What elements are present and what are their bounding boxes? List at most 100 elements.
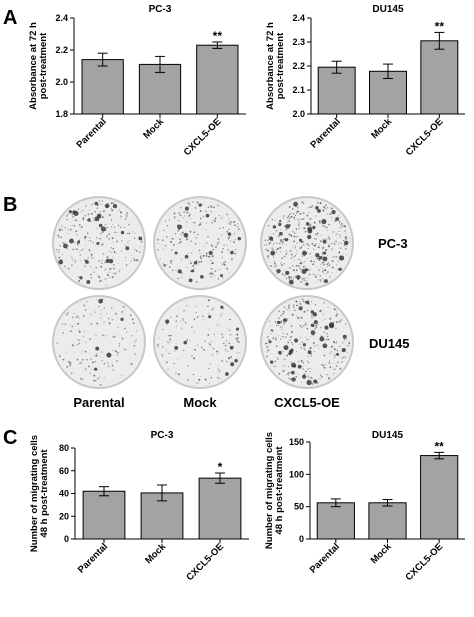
colony-dot [107, 362, 109, 364]
column-label-cxcl5-oe: CXCL5-OE [274, 395, 340, 410]
colony-dot [163, 265, 166, 267]
colony-dot [157, 249, 159, 251]
colony-dot [200, 346, 203, 349]
colony-dot [296, 236, 298, 238]
colony-dot [288, 278, 290, 280]
colony-dot [105, 335, 107, 337]
colony-dot [183, 215, 185, 217]
colony-dot [89, 338, 91, 340]
colony-dot [90, 358, 92, 360]
colony-dot [62, 253, 64, 255]
colony-dot [330, 249, 332, 251]
colony-dot [101, 216, 104, 219]
colony-dot [62, 243, 68, 249]
colony-dot [76, 358, 79, 361]
colony-dot [102, 210, 105, 213]
colony-dot [177, 269, 182, 274]
colony-dot [133, 345, 136, 347]
colony-dot [121, 240, 123, 242]
bar-parental [316, 502, 355, 540]
colony-dot [329, 359, 330, 361]
category-label: Parental [74, 116, 108, 150]
colony-dot [103, 307, 105, 309]
colony-dot [185, 321, 187, 324]
colony-dot [301, 250, 307, 256]
colony-dot [66, 247, 68, 250]
colony-dot [90, 276, 93, 279]
colony-dot [281, 242, 284, 244]
colony-dot [103, 377, 105, 379]
colony-dot [236, 333, 239, 336]
colony-dot [267, 339, 270, 341]
colony-dot [288, 276, 291, 279]
colony-dot [166, 225, 169, 227]
category-label: Mock [369, 541, 394, 566]
colony-dot [216, 323, 218, 325]
colony-dot [212, 271, 214, 273]
colony-dot [337, 313, 339, 316]
y-tick-label: 20 [59, 511, 69, 521]
colony-dot [307, 299, 309, 301]
colony-dot [338, 233, 341, 236]
colony-dot [69, 364, 72, 367]
colony-dot [280, 320, 283, 323]
colony-dot [338, 222, 340, 224]
colony-dot [65, 313, 68, 316]
colony-dot [335, 234, 337, 236]
colony-dot [85, 204, 87, 207]
colony-dot [108, 271, 110, 273]
bar-mock [368, 502, 407, 540]
colony-dot [308, 207, 310, 209]
colony-dot [273, 249, 275, 252]
colony-dot [123, 348, 126, 351]
colony-dot [297, 218, 300, 221]
colony-dot [292, 304, 294, 306]
colony-dot [310, 260, 313, 263]
colony-dot [210, 340, 212, 342]
colony-dot [209, 273, 211, 275]
colony-dot [289, 336, 292, 338]
colony-dot [205, 229, 207, 231]
colony-dot [322, 224, 324, 227]
colony-dot [128, 240, 130, 242]
colony-dot [347, 341, 349, 343]
colony-dot [227, 218, 229, 220]
colony-dot [291, 207, 294, 210]
colony-dot [271, 218, 274, 221]
colony-dot [134, 341, 136, 343]
colony-dot [170, 259, 173, 262]
colony-dot [99, 376, 102, 378]
colony-dot [322, 209, 325, 212]
colony-dot [270, 250, 276, 256]
colony-dot [319, 378, 321, 380]
colony-dot [91, 268, 93, 270]
colony-dot [311, 204, 314, 207]
colony-dot [167, 341, 169, 343]
colony-dot [307, 355, 309, 358]
colony-dot [283, 358, 286, 361]
colony-dot [92, 242, 95, 244]
colony-dot [169, 260, 172, 262]
colony-dot [61, 229, 64, 231]
colony-dot [289, 339, 291, 341]
colony-dot [84, 236, 86, 238]
colony-dot [193, 331, 196, 333]
colony-dot [223, 264, 226, 266]
colony-dot [314, 233, 317, 236]
colony-dot [207, 312, 209, 314]
colony-dot [235, 338, 238, 340]
colony-dot [87, 218, 91, 222]
colony-dot [285, 224, 290, 229]
colony-dot [61, 323, 64, 325]
category-label: CXCL5-OE [182, 116, 224, 158]
colony-dot [92, 257, 95, 259]
colony-dot [280, 251, 282, 253]
colony-dot [323, 263, 325, 266]
colony-dot [327, 335, 329, 338]
colony-dot [98, 242, 100, 244]
colony-dot [297, 360, 300, 363]
colony-dot [318, 269, 320, 271]
colony-dot [86, 359, 88, 361]
colony-dot [58, 355, 61, 358]
colony-dot [314, 282, 316, 284]
